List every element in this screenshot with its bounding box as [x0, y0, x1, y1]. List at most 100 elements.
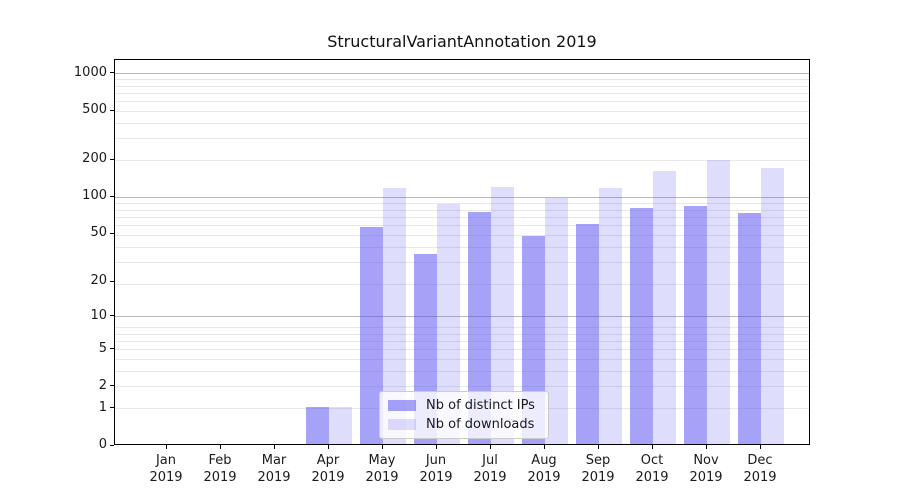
- bar-downloads-oct: [653, 171, 676, 444]
- y-tick-label: 1000: [73, 64, 107, 80]
- minor-gridline: [115, 92, 809, 94]
- bar-downloads-sep: [599, 188, 622, 444]
- x-tick-month: Sep: [585, 453, 611, 468]
- bar-distinct-ips-nov: [684, 206, 707, 444]
- major-gridline: [115, 196, 809, 198]
- minor-gridline: [115, 110, 809, 112]
- minor-gridline: [115, 203, 809, 205]
- x-tick-month: Oct: [640, 453, 664, 468]
- y-tick-mark: [110, 232, 114, 234]
- x-tick-mark: [651, 445, 653, 449]
- y-tick-mark: [110, 385, 114, 387]
- x-tick-label: Aug 2019: [517, 452, 571, 486]
- minor-gridline: [115, 79, 809, 81]
- x-tick-mark: [381, 445, 383, 449]
- x-tick-year: 2019: [743, 470, 777, 485]
- minor-gridline: [115, 85, 809, 87]
- minor-gridline: [115, 122, 809, 124]
- y-tick-label: 10: [90, 307, 107, 323]
- minor-gridline: [115, 262, 809, 264]
- minor-gridline: [115, 225, 809, 226]
- x-tick-mark: [219, 445, 221, 449]
- x-tick-month: Dec: [747, 453, 773, 468]
- x-tick-month: Nov: [693, 453, 719, 468]
- minor-gridline: [115, 349, 809, 350]
- x-tick-label: Apr 2019: [301, 452, 355, 486]
- y-tick-mark: [110, 109, 114, 111]
- minor-gridline: [115, 160, 809, 162]
- x-tick-year: 2019: [689, 470, 723, 485]
- x-tick-mark: [705, 445, 707, 449]
- x-tick-mark: [327, 445, 329, 449]
- bar-downloads-aug: [545, 197, 568, 444]
- bar-downloads-jun: [437, 204, 460, 444]
- legend-label-distinct-ips: Nb of distinct IPs: [426, 398, 535, 413]
- y-tick-label: 5: [98, 340, 107, 356]
- y-tick-mark: [110, 407, 114, 409]
- legend: Nb of distinct IPs Nb of downloads: [379, 391, 549, 439]
- y-tick-mark: [110, 280, 114, 282]
- x-tick-year: 2019: [527, 470, 561, 485]
- x-tick-label: Feb 2019: [193, 452, 247, 486]
- bar-distinct-ips-oct: [630, 208, 653, 444]
- x-tick-month: Jul: [482, 453, 498, 468]
- bar-downloads-jul: [491, 187, 514, 444]
- x-tick-mark: [165, 445, 167, 449]
- x-tick-mark: [489, 445, 491, 449]
- x-tick-mark: [759, 445, 761, 449]
- x-tick-year: 2019: [203, 470, 237, 485]
- y-tick-label: 1: [98, 399, 107, 415]
- x-tick-label: Nov 2019: [679, 452, 733, 486]
- x-tick-mark: [435, 445, 437, 449]
- major-gridline: [115, 316, 809, 318]
- x-tick-label: Jun 2019: [409, 452, 463, 486]
- x-tick-month: Mar: [261, 453, 287, 468]
- y-tick-mark: [110, 72, 114, 74]
- minor-gridline: [115, 327, 809, 329]
- y-tick-mark: [110, 158, 114, 160]
- x-tick-year: 2019: [419, 470, 453, 485]
- x-tick-year: 2019: [581, 470, 615, 485]
- y-tick-mark: [110, 195, 114, 197]
- x-tick-year: 2019: [635, 470, 669, 485]
- minor-gridline: [115, 386, 809, 388]
- y-tick-mark: [110, 444, 114, 446]
- bar-distinct-ips-dec: [738, 212, 761, 444]
- x-tick-mark: [543, 445, 545, 449]
- bar-downloads-nov: [707, 160, 730, 444]
- x-tick-month: Apr: [316, 453, 340, 468]
- x-tick-label: Oct 2019: [625, 452, 679, 486]
- minor-gridline: [115, 101, 809, 102]
- x-tick-year: 2019: [365, 470, 399, 485]
- minor-gridline: [115, 138, 809, 140]
- bar-distinct-ips-sep: [576, 224, 599, 444]
- x-tick-label: Jul 2019: [463, 452, 517, 486]
- minor-gridline: [115, 216, 809, 218]
- chart-title: StructuralVariantAnnotation 2019: [327, 32, 597, 51]
- x-tick-year: 2019: [311, 470, 345, 485]
- y-tick-mark: [110, 348, 114, 349]
- bar-downloads-apr: [329, 406, 352, 444]
- y-tick-label: 2: [98, 377, 107, 393]
- y-tick-label: 500: [82, 102, 107, 118]
- minor-gridline: [115, 340, 809, 342]
- y-tick-label: 200: [82, 151, 107, 167]
- minor-gridline: [115, 234, 809, 236]
- x-tick-label: May 2019: [355, 452, 409, 486]
- plot-area: [114, 59, 810, 445]
- x-tick-month: May: [368, 453, 396, 468]
- minor-gridline: [115, 333, 809, 335]
- y-tick-mark: [110, 315, 114, 317]
- x-tick-year: 2019: [257, 470, 291, 485]
- x-tick-label: Mar 2019: [247, 452, 301, 486]
- x-tick-label: Sep 2019: [571, 452, 625, 486]
- minor-gridline: [115, 284, 809, 286]
- bar-distinct-ips-may: [360, 227, 383, 444]
- legend-item-downloads: Nb of downloads: [388, 417, 540, 432]
- x-tick-month: Feb: [208, 453, 232, 468]
- minor-gridline: [115, 246, 809, 248]
- bar-distinct-ips-jul: [468, 211, 491, 444]
- legend-item-distinct-ips: Nb of distinct IPs: [388, 398, 540, 413]
- legend-swatch-distinct-ips-icon: [388, 400, 416, 411]
